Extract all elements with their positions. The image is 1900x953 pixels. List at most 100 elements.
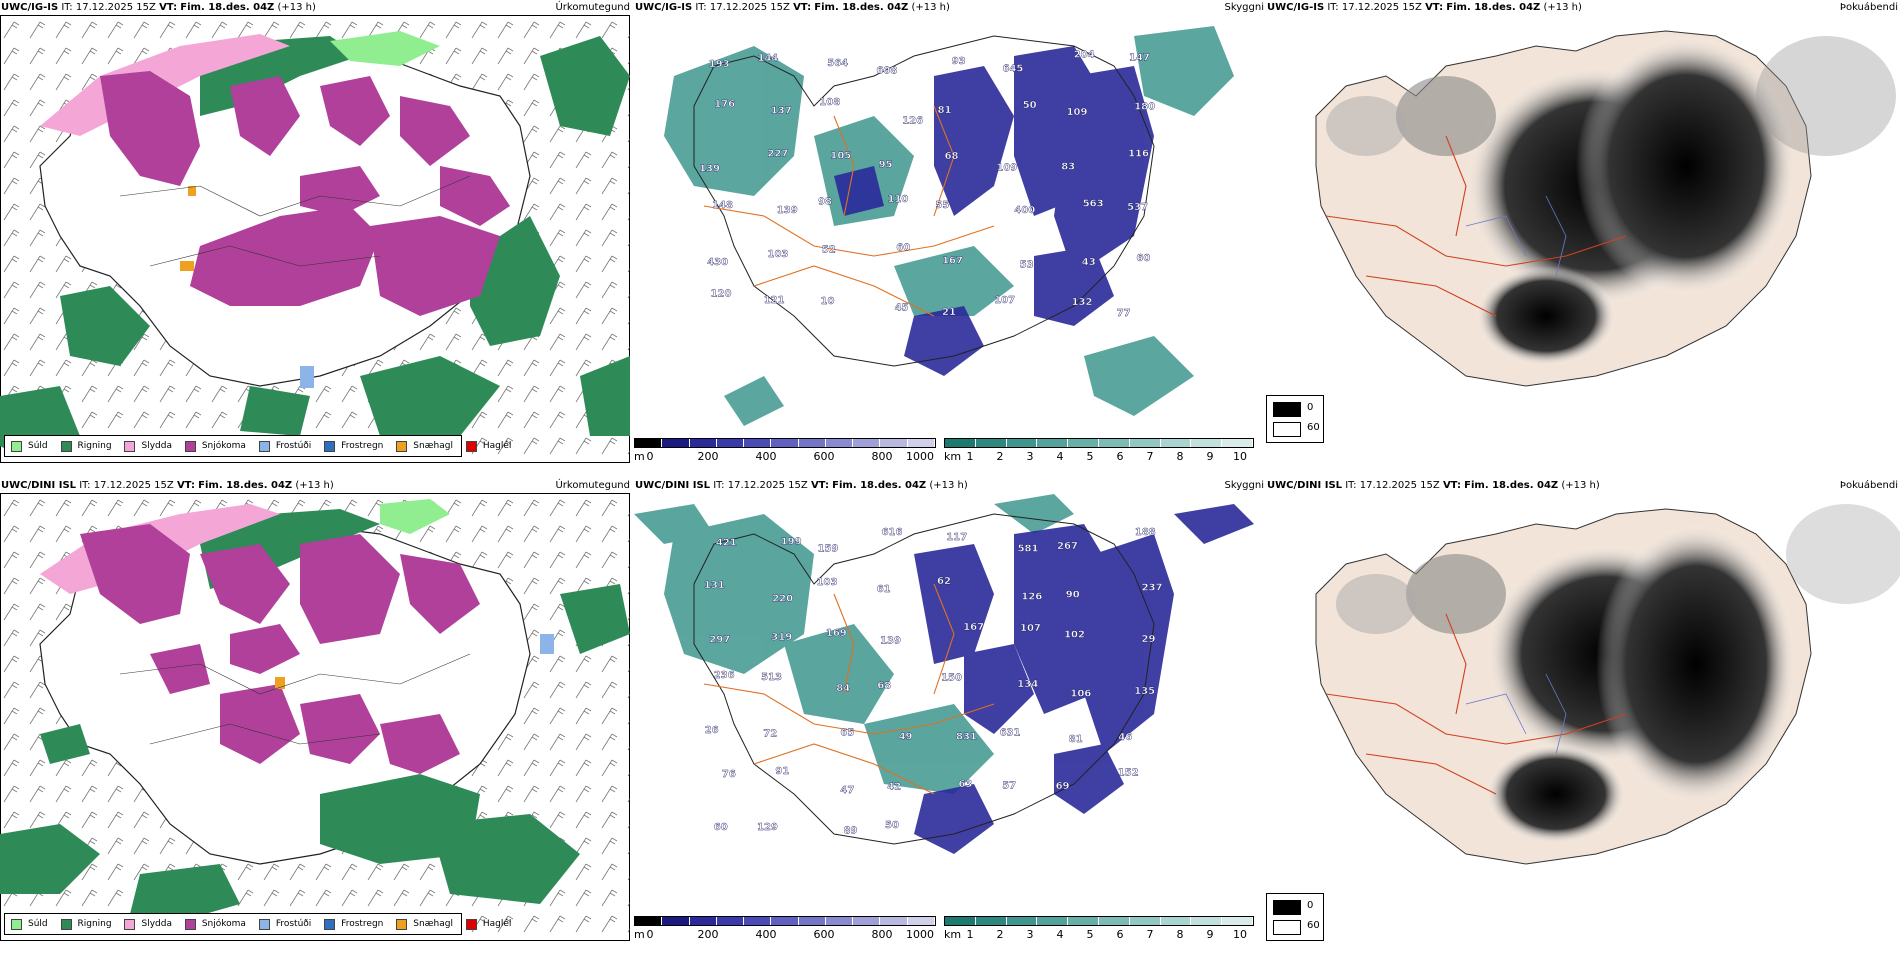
field-name: Úrkomutegund bbox=[555, 2, 630, 13]
ceiling-colorbar-segment bbox=[716, 917, 745, 925]
valid-time: Fim. 18.des. 04Z bbox=[814, 2, 909, 13]
ceiling-label: 167 bbox=[942, 255, 963, 266]
ceiling-colorbar-segment bbox=[771, 439, 799, 447]
ceiling-label: 147 bbox=[1129, 53, 1150, 64]
legend-item: Frostúði bbox=[258, 436, 312, 456]
ceiling-label: 69 bbox=[1056, 781, 1070, 792]
fog-index-map bbox=[1315, 30, 1896, 387]
visibility-colorbar-segment bbox=[975, 917, 1007, 925]
ceiling-tick: 800 bbox=[871, 928, 893, 941]
legend-swatch bbox=[465, 440, 477, 452]
field-name: Skyggni bbox=[1224, 2, 1264, 13]
ceiling-label: 188 bbox=[1135, 527, 1156, 538]
drizzle-area bbox=[380, 499, 450, 534]
ceiling-label: 204 bbox=[1074, 50, 1095, 61]
ceiling-label: 176 bbox=[714, 99, 735, 110]
visibility-tick: 9 bbox=[1206, 450, 1214, 463]
valid-time-label: VT: bbox=[176, 480, 195, 491]
ceiling-label: 167 bbox=[963, 622, 984, 633]
visibility-tick: 8 bbox=[1176, 450, 1184, 463]
ceiling-label: 236 bbox=[714, 670, 735, 681]
ceiling-colorbar-segment bbox=[798, 917, 826, 925]
ceiling-colorbar-segment bbox=[825, 439, 854, 447]
visibility-tick: 10 bbox=[1233, 450, 1247, 463]
precip-type-panel: UWC/IG-IS IT: 17.12.2025 15Z VT: Fim. 18… bbox=[0, 0, 632, 470]
ceiling-label: 144 bbox=[758, 53, 779, 64]
panel-header: UWC/IG-IS IT: 17.12.2025 15Z VT: Fim. 18… bbox=[1267, 1, 1898, 14]
fog-index-panel: UWC/DINI ISL IT: 17.12.2025 15Z VT: Fim.… bbox=[1266, 478, 1900, 948]
panel-header: UWC/IG-IS IT: 17.12.2025 15Z VT: Fim. 18… bbox=[1, 1, 630, 14]
legend-label: Rigning bbox=[77, 441, 112, 451]
ceiling-colorbar-segment bbox=[662, 439, 690, 447]
drizzle-area bbox=[330, 31, 440, 66]
legend-item: Frostúði bbox=[258, 914, 311, 934]
ceiling-colorbar-segment bbox=[771, 917, 799, 925]
init-time-label: IT: bbox=[1345, 480, 1357, 491]
visibility-colorbar-segment bbox=[1222, 917, 1253, 925]
legend-item: Súld bbox=[11, 914, 48, 934]
ceiling-tick: 400 bbox=[755, 928, 777, 941]
model-name: UWC/DINI ISL bbox=[1267, 480, 1343, 491]
ceiling-unit: m bbox=[634, 450, 645, 463]
ceiling-colorbar-segment bbox=[880, 439, 908, 447]
ceiling-tick: 600 bbox=[813, 450, 835, 463]
ceiling-label: 42 bbox=[887, 782, 901, 793]
ceiling-label: 46 bbox=[1118, 732, 1132, 743]
ceiling-label: 109 bbox=[996, 163, 1017, 174]
forecast-row-igis: UWC/IG-IS IT: 17.12.2025 15Z VT: Fim. 18… bbox=[0, 0, 1900, 475]
ceiling-label: 61 bbox=[877, 584, 891, 595]
legend-item: Slydda bbox=[124, 914, 172, 934]
visibility-map: 193 144 564 608 93 645 204 147 176 137 108 126 81 50 1… bbox=[664, 26, 1234, 426]
ceiling-label: 93 bbox=[952, 56, 966, 67]
visibility-tick: 6 bbox=[1116, 928, 1124, 941]
precip-type-panel: UWC/DINI ISL IT: 17.12.2025 15Z VT: Fim.… bbox=[0, 478, 632, 948]
init-time-label: IT: bbox=[79, 480, 91, 491]
ceiling-label: 137 bbox=[771, 106, 792, 117]
init-time: 17.12.2025 15Z bbox=[93, 480, 174, 491]
legend-label: Haglél bbox=[482, 441, 512, 451]
visibility-tick: 4 bbox=[1056, 928, 1064, 941]
visibility-tick: 6 bbox=[1116, 450, 1124, 463]
ceiling-label-layer: 421 199 159 616 117 581 267 188 131 220 103 61 62 126… bbox=[704, 527, 1163, 837]
ceiling-unit: m bbox=[634, 928, 645, 941]
roads bbox=[1325, 613, 1627, 795]
visibility-colorbar-segment bbox=[1006, 917, 1038, 925]
ceiling-colorbar-segment bbox=[662, 917, 690, 925]
ceiling-label: 537 bbox=[1127, 202, 1148, 213]
ceiling-label: 68 bbox=[877, 680, 891, 691]
fog-legend: 0 60 bbox=[1266, 395, 1324, 443]
rivers bbox=[1465, 673, 1567, 755]
valid-time: Fim. 18.des. 04Z bbox=[1464, 480, 1559, 491]
valid-time-label: VT: bbox=[1425, 2, 1444, 13]
valid-time-label: VT: bbox=[1442, 480, 1461, 491]
precip-type-map bbox=[0, 494, 630, 938]
legend-item: Slydda bbox=[124, 436, 172, 456]
ceiling-label: 117 bbox=[946, 532, 967, 543]
visibility-colorbar-segment bbox=[1068, 917, 1099, 925]
ceiling-label: 95 bbox=[879, 160, 893, 171]
ceiling-label: 43 bbox=[1082, 257, 1096, 268]
rivers bbox=[1465, 195, 1567, 277]
ceiling-label: 103 bbox=[768, 249, 789, 260]
lead-time: (+13 h) bbox=[911, 2, 950, 13]
model-name: UWC/IG-IS bbox=[1267, 2, 1325, 13]
visibility-tick: 2 bbox=[996, 450, 1004, 463]
visibility-tick: 1 bbox=[966, 928, 974, 941]
ceiling-label: 81 bbox=[938, 105, 952, 116]
ceiling-tick: 200 bbox=[697, 450, 719, 463]
visibility-panel: UWC/DINI ISL IT: 17.12.2025 15Z VT: Fim.… bbox=[634, 478, 1266, 948]
legend-item: Haglél bbox=[465, 914, 511, 934]
legend-label: Snjókoma bbox=[201, 441, 246, 451]
init-time-label: IT: bbox=[1327, 2, 1339, 13]
ceiling-label: 45 bbox=[895, 303, 909, 314]
legend-swatch bbox=[324, 918, 336, 930]
ceiling-label: 421 bbox=[716, 538, 737, 549]
ceiling-label: 109 bbox=[1067, 107, 1088, 118]
valid-time: Fim. 18.des. 04Z bbox=[198, 480, 293, 491]
init-time: 17.12.2025 15Z bbox=[1341, 2, 1422, 13]
fog-legend-label: 0 bbox=[1307, 402, 1314, 413]
visibility-tick: 5 bbox=[1086, 450, 1094, 463]
legend-label: Frostúði bbox=[275, 441, 312, 451]
rain-areas bbox=[0, 509, 630, 924]
coastline bbox=[693, 513, 1155, 845]
